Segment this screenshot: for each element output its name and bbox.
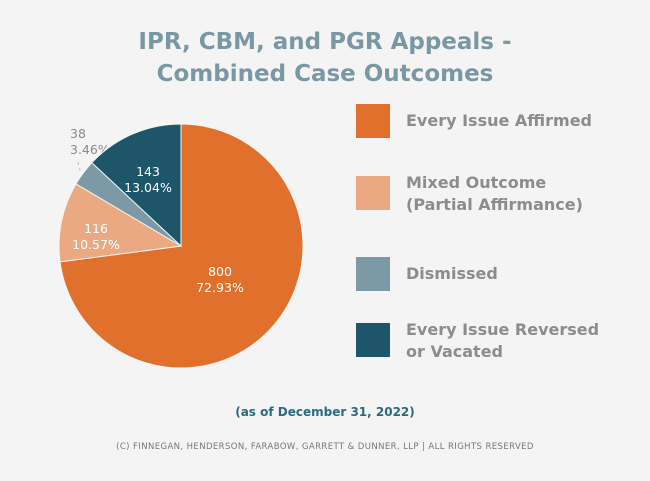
legend-label-line: Every Issue Affirmed — [406, 111, 593, 130]
legend-item: Mixed Outcome (Partial Affirmance) — [356, 173, 583, 216]
chart-title-line-1: IPR, CBM, and PGR Appeals - — [138, 29, 512, 55]
legend-item: Every Issue Affirmed — [356, 104, 592, 138]
chart-title: IPR, CBM, and PGR Appeals - Combined Cas… — [0, 26, 650, 90]
chart-title-line-2: Combined Case Outcomes — [156, 61, 494, 87]
leader-line-dismissed — [77, 161, 81, 171]
legend-swatch — [356, 323, 390, 357]
legend-item: Every Issue Reversed or Vacated — [356, 320, 599, 363]
legend-label: Every Issue Reversed or Vacated — [406, 319, 599, 363]
pie-slice-mixed-outcome-partial-affirmance — [58, 183, 183, 263]
legend-label-line: Mixed Outcome — [406, 173, 547, 192]
slice-data-label: 38 3.46% — [70, 126, 110, 157]
legend-item: Dismissed — [356, 257, 498, 291]
legend-label-line: Every Issue Reversed — [406, 320, 600, 339]
legend-label: Dismissed — [406, 263, 498, 285]
legend-swatch — [356, 176, 390, 210]
as-of-date: (as of December 31, 2022) — [235, 405, 415, 419]
copyright-notice: (C) FINNEGAN, HENDERSON, FARABOW, GARRET… — [116, 442, 534, 452]
slice-data-label: 116 10.57% — [72, 221, 120, 252]
legend-label-line: (Partial Affirmance) — [406, 195, 583, 214]
legend-label: Every Issue Affirmed — [406, 110, 592, 132]
legend-label-line: or Vacated — [406, 342, 503, 361]
legend-swatch — [356, 104, 390, 138]
legend-label-line: Dismissed — [406, 264, 498, 283]
slice-data-label: 800 72.93% — [196, 264, 244, 295]
legend-label: Mixed Outcome (Partial Affirmance) — [406, 172, 583, 216]
slice-data-label: 143 13.04% — [124, 164, 172, 195]
pie-slice-every-issue-reversed-or-vacated — [91, 123, 182, 248]
legend-swatch — [356, 257, 390, 291]
